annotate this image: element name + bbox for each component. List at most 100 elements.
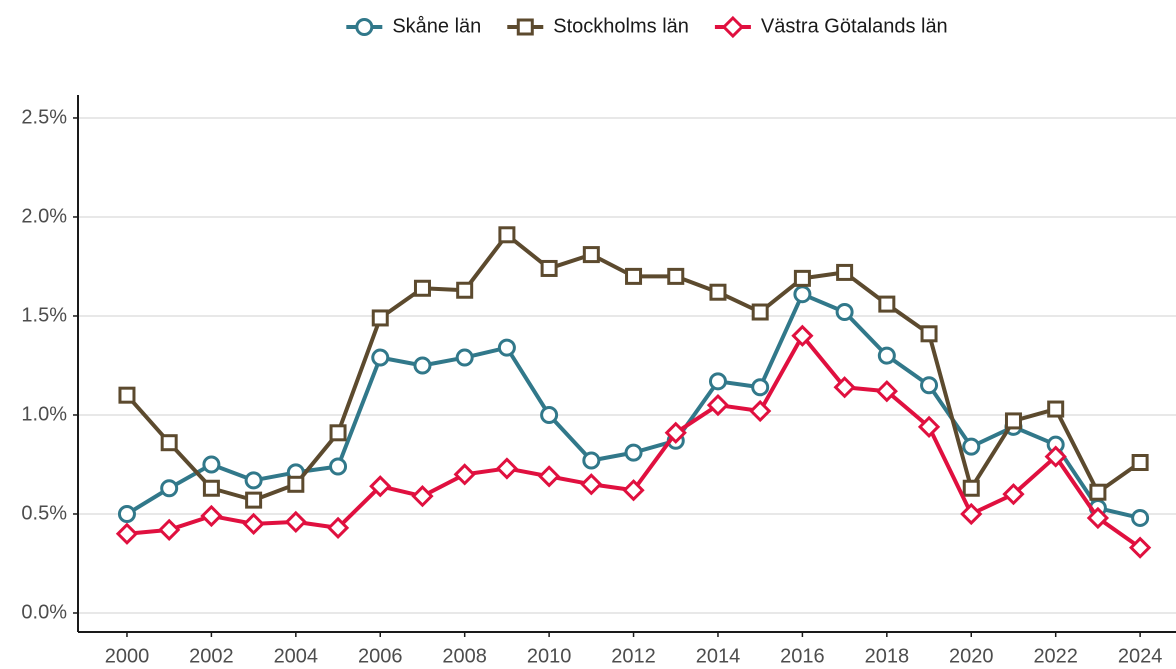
y-tick-label: 1.0% [21, 403, 67, 425]
marker [835, 303, 854, 322]
marker [1004, 412, 1022, 430]
marker [1044, 445, 1067, 468]
legend-label: Västra Götalands län [761, 15, 948, 37]
x-tick-label: 2010 [527, 645, 572, 667]
marker [751, 303, 769, 321]
marker [160, 479, 179, 498]
marker [540, 259, 558, 277]
marker [1131, 454, 1149, 472]
series-line [126, 333, 1142, 550]
marker [1047, 400, 1065, 418]
marker [117, 504, 136, 523]
marker [456, 281, 474, 299]
marker [706, 393, 730, 417]
marker [284, 510, 307, 534]
marker [962, 437, 981, 456]
marker [836, 263, 854, 281]
marker [453, 463, 476, 486]
marker [1128, 536, 1152, 559]
x-tick-label: 2024 [1118, 645, 1163, 667]
marker [582, 246, 600, 264]
x-tick-label: 2018 [865, 645, 910, 667]
x-tick-label: 2000 [105, 645, 150, 667]
marker [1089, 483, 1107, 501]
marker [200, 504, 223, 528]
marker [1086, 506, 1110, 530]
marker [920, 376, 939, 395]
legend-item: Västra Götalands län [714, 15, 948, 39]
marker [622, 479, 645, 502]
x-tick-label: 2012 [611, 645, 656, 667]
marker [920, 325, 938, 343]
marker [875, 380, 898, 403]
x-tick-label: 2020 [949, 645, 994, 667]
marker [516, 18, 534, 36]
marker [326, 516, 350, 539]
marker [329, 457, 348, 476]
marker [371, 348, 390, 367]
marker [917, 415, 941, 438]
marker [1131, 508, 1150, 527]
marker [708, 372, 727, 391]
marker [625, 267, 643, 285]
x-tick-label: 2004 [274, 645, 319, 667]
marker [749, 399, 772, 423]
marker [709, 283, 727, 301]
marker [160, 434, 178, 452]
marker [202, 479, 220, 497]
legend-label: Skåne län [392, 15, 481, 37]
marker [329, 424, 347, 442]
grid [78, 117, 1176, 614]
marker [582, 451, 601, 470]
y-tick-label: 0.5% [21, 502, 67, 524]
marker [118, 386, 136, 404]
marker [540, 405, 559, 424]
marker [833, 376, 856, 399]
marker [115, 522, 139, 545]
marker [960, 502, 983, 526]
marker [411, 485, 434, 508]
marker [793, 285, 812, 304]
marker [878, 295, 896, 313]
legend-label: Stockholms län [553, 15, 689, 37]
marker [791, 324, 814, 347]
marker [624, 443, 643, 462]
x-tick-label: 2022 [1033, 645, 1078, 667]
x-tick-label: 2014 [696, 645, 741, 667]
marker [580, 473, 603, 496]
marker [664, 421, 687, 444]
x-tick-label: 2008 [442, 645, 487, 667]
marker [245, 491, 263, 509]
y-tick-label: 1.5% [21, 304, 67, 326]
y-tick-label: 2.0% [21, 205, 67, 227]
marker [413, 279, 431, 297]
marker [495, 457, 519, 480]
x-tick-label: 2002 [189, 645, 234, 667]
marker [537, 465, 561, 488]
marker [667, 267, 685, 285]
marker [1002, 483, 1025, 506]
x-tick-label: 2016 [780, 645, 825, 667]
marker [371, 309, 389, 327]
y-tick-label: 2.5% [21, 106, 67, 128]
marker [751, 378, 770, 397]
legend: Skåne län Stockholms län Västra Götalands … [346, 15, 948, 39]
marker [413, 356, 432, 375]
marker [355, 18, 374, 36]
marker [369, 475, 392, 498]
legend-item: Skåne län [346, 15, 481, 37]
x-tick-label: 2006 [358, 645, 403, 667]
marker [455, 348, 474, 367]
marker [158, 518, 181, 541]
marker [202, 455, 221, 474]
marker [497, 338, 516, 357]
legend-item: Stockholms län [507, 15, 689, 37]
marker [962, 479, 980, 497]
y-tick-label: 0.0% [21, 601, 67, 623]
marker [287, 475, 305, 493]
marker [793, 269, 811, 287]
marker [877, 346, 896, 365]
marker [242, 512, 265, 536]
marker [721, 15, 745, 39]
